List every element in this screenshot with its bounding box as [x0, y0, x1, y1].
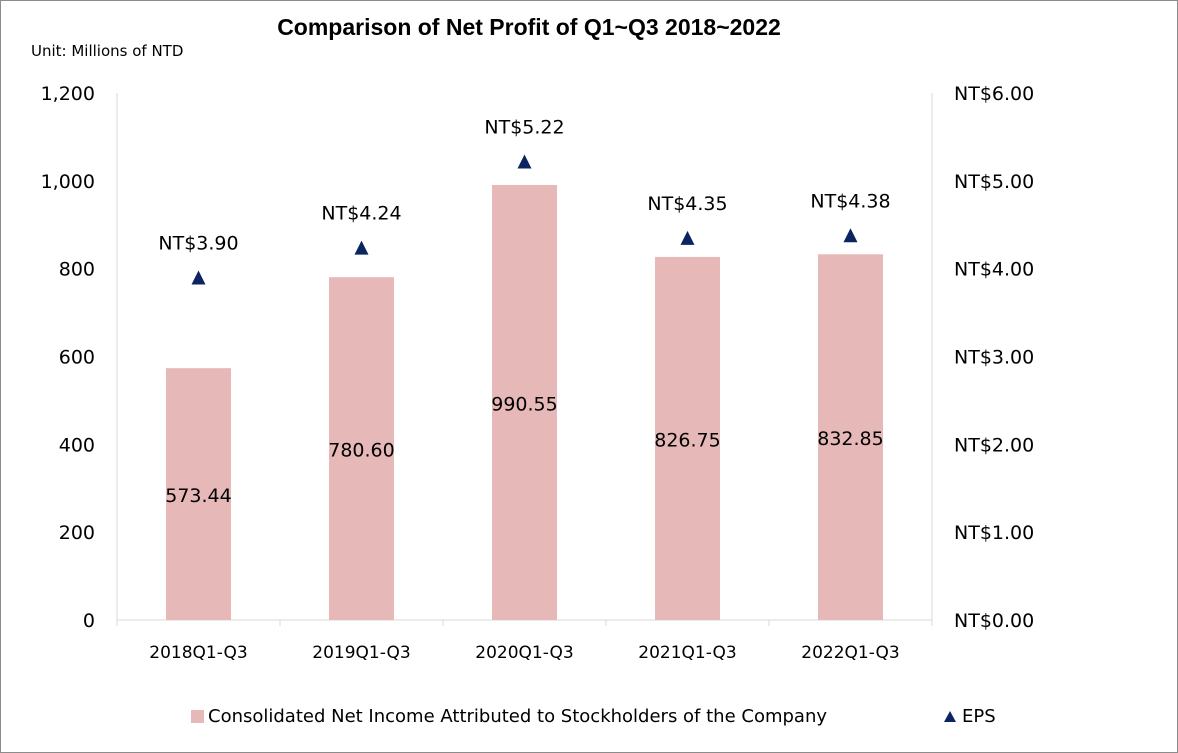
y-left-tick-label: 600	[59, 347, 95, 369]
eps-value-label: NT$5.22	[484, 117, 564, 139]
x-tick-label: 2021Q1-Q3	[638, 643, 736, 663]
y-right-tick-label: NT$6.00	[954, 83, 1034, 105]
legend-item-eps: EPS	[944, 706, 996, 727]
x-tick-label: 2020Q1-Q3	[475, 643, 573, 663]
y-right-tick-label: NT$1.00	[954, 522, 1034, 544]
labels-layer: 0 200 400 600 800 1,000 1,200 NT$0.00 NT$1.00 NT$…	[41, 83, 1035, 663]
legend-label-eps: EPS	[962, 706, 996, 727]
y-left-tick-label: 400	[59, 434, 95, 456]
eps-marker	[354, 240, 369, 255]
x-tick-label: 2022Q1-Q3	[801, 643, 899, 663]
legend-triangle-icon	[944, 711, 956, 722]
y-left-tick-label: 1,000	[41, 171, 95, 193]
chart-legend: Consolidated Net Income Attributed to St…	[0, 706, 1178, 734]
eps-marker	[843, 228, 858, 243]
y-left-tick-label: 1,200	[41, 83, 95, 105]
eps-value-label: NT$4.38	[810, 190, 890, 212]
eps-marker	[680, 230, 695, 245]
legend-swatch-net-income	[191, 710, 204, 723]
bar-value-label: 832.85	[817, 428, 883, 450]
markers-layer	[191, 154, 858, 285]
bar-net-income	[492, 184, 557, 620]
bar-net-income	[329, 277, 394, 620]
y-right-tick-label: NT$5.00	[954, 171, 1034, 193]
x-tick-label: 2018Q1-Q3	[149, 643, 247, 663]
bar-value-label: 573.44	[165, 485, 231, 507]
eps-value-label: NT$4.24	[321, 203, 401, 225]
eps-marker	[191, 270, 206, 285]
bar-value-label: 780.60	[328, 440, 394, 462]
y-right-tick-label: NT$4.00	[954, 259, 1034, 281]
y-right-tick-label: NT$0.00	[954, 610, 1034, 632]
bar-net-income	[166, 368, 231, 620]
bar-net-income	[655, 256, 720, 620]
y-left-tick-label: 800	[59, 259, 95, 281]
eps-marker	[517, 154, 532, 169]
chart-unit-label: Unit: Millions of NTD	[31, 42, 184, 60]
eps-value-label: NT$4.35	[647, 193, 727, 215]
legend-label-net-income: Consolidated Net Income Attributed to St…	[208, 706, 828, 727]
bar-net-income	[818, 254, 883, 620]
eps-value-label: NT$3.90	[158, 232, 238, 254]
legend-item-net-income: Consolidated Net Income Attributed to St…	[191, 706, 827, 727]
x-tick-label: 2019Q1-Q3	[312, 643, 410, 663]
bars-layer	[166, 184, 883, 620]
bar-value-label: 990.55	[491, 393, 557, 415]
y-right-tick-label: NT$2.00	[954, 434, 1034, 456]
chart-title: Comparison of Net Profit of Q1~Q3 2018~2…	[277, 14, 781, 40]
y-left-tick-label: 200	[59, 522, 95, 544]
y-left-tick-label: 0	[83, 610, 95, 632]
bar-value-label: 826.75	[654, 429, 720, 451]
y-right-tick-label: NT$3.00	[954, 347, 1034, 369]
